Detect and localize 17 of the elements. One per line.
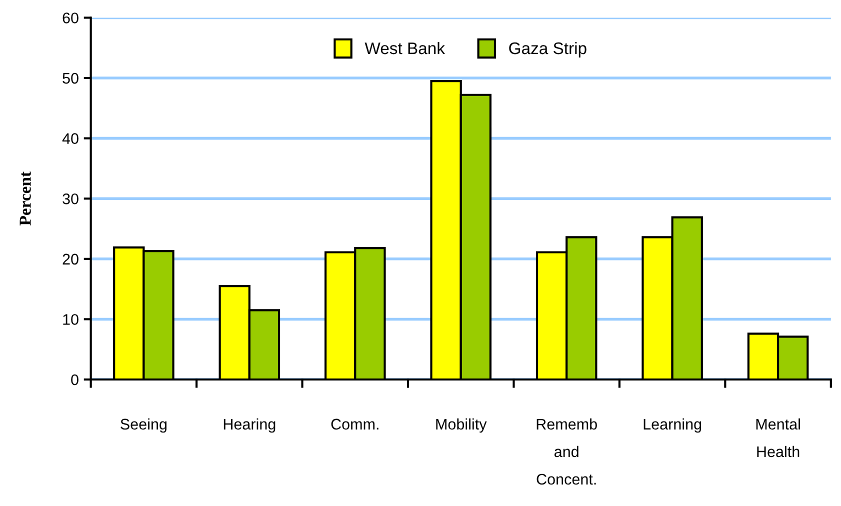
x-tick-label: Seeing bbox=[120, 418, 166, 433]
y-tick-label: 50 bbox=[62, 72, 78, 84]
y-tick-label: 0 bbox=[71, 374, 78, 386]
x-tick-label: Learning bbox=[644, 418, 702, 433]
y-axis-title: Percent bbox=[20, 172, 31, 226]
legend-label: West Bank bbox=[364, 42, 446, 54]
x-tick-label: Hearing bbox=[224, 418, 276, 433]
legend-label: Gaza Strip bbox=[509, 42, 586, 58]
x-tick-label: Comm. bbox=[331, 418, 378, 430]
y-tick-label: 60 bbox=[62, 12, 78, 24]
x-tick-label: Mobility bbox=[436, 418, 487, 433]
x-tick-label: Mental Health bbox=[756, 418, 800, 458]
x-tick-label: Rememb and Concent. bbox=[536, 418, 597, 485]
y-tick-label: 10 bbox=[63, 314, 78, 325]
y-tick-label: 30 bbox=[62, 193, 78, 204]
y-tick-label: 20 bbox=[62, 254, 78, 265]
y-tick-label: 40 bbox=[62, 133, 78, 144]
